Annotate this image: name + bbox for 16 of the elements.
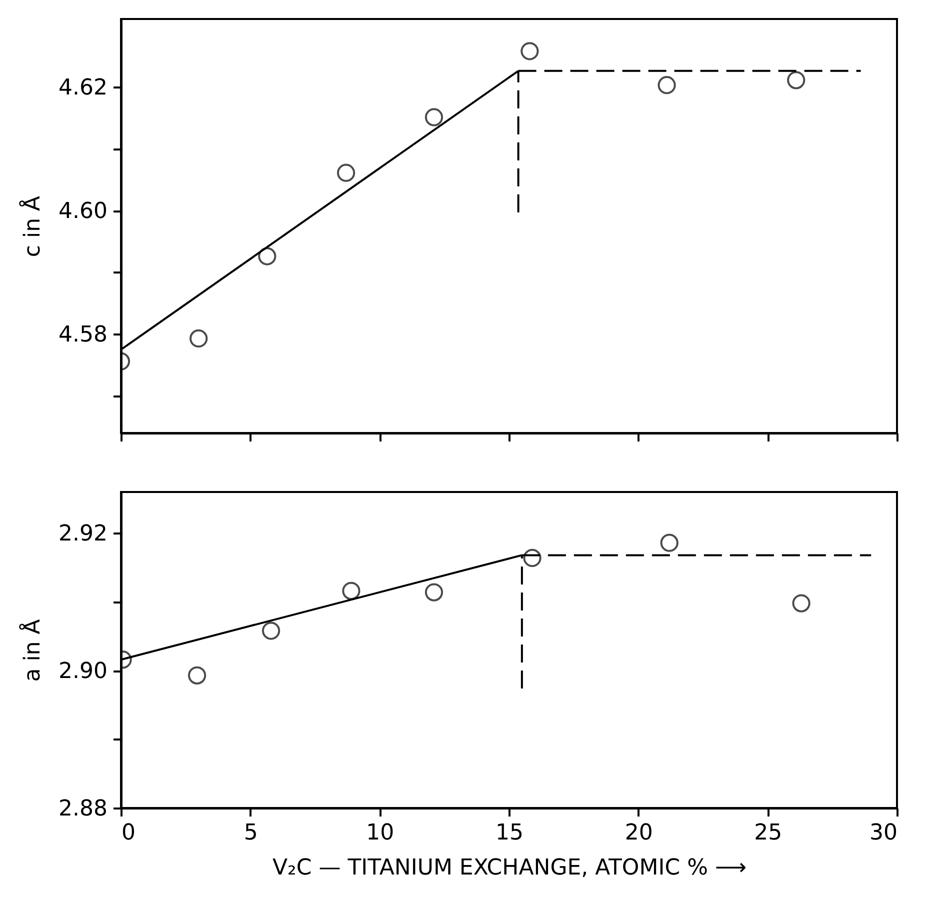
y-axis-title: c in Å xyxy=(18,196,46,258)
y-tick-label: 2.92 xyxy=(58,522,108,547)
x-tick-label: 20 xyxy=(624,820,653,846)
x-tick-label: 30 xyxy=(870,820,898,846)
x-tick-label: 5 xyxy=(244,820,258,846)
x-axis-title: V₂C — TITANIUM EXCHANGE, ATOMIC % ⟶ xyxy=(272,856,747,880)
x-tick-label: 0 xyxy=(122,820,136,846)
y-tick-label: 2.90 xyxy=(58,659,108,684)
y-tick-label: 4.58 xyxy=(58,322,108,348)
y-tick-label: 4.62 xyxy=(58,75,108,100)
x-tick-label: 25 xyxy=(754,820,782,846)
y-axis-title: a in Å xyxy=(18,619,46,682)
x-tick-label: 15 xyxy=(496,820,524,846)
y-tick-label: 4.60 xyxy=(58,199,108,224)
y-tick-label: 2.88 xyxy=(58,796,108,822)
x-tick-label: 10 xyxy=(366,820,394,846)
